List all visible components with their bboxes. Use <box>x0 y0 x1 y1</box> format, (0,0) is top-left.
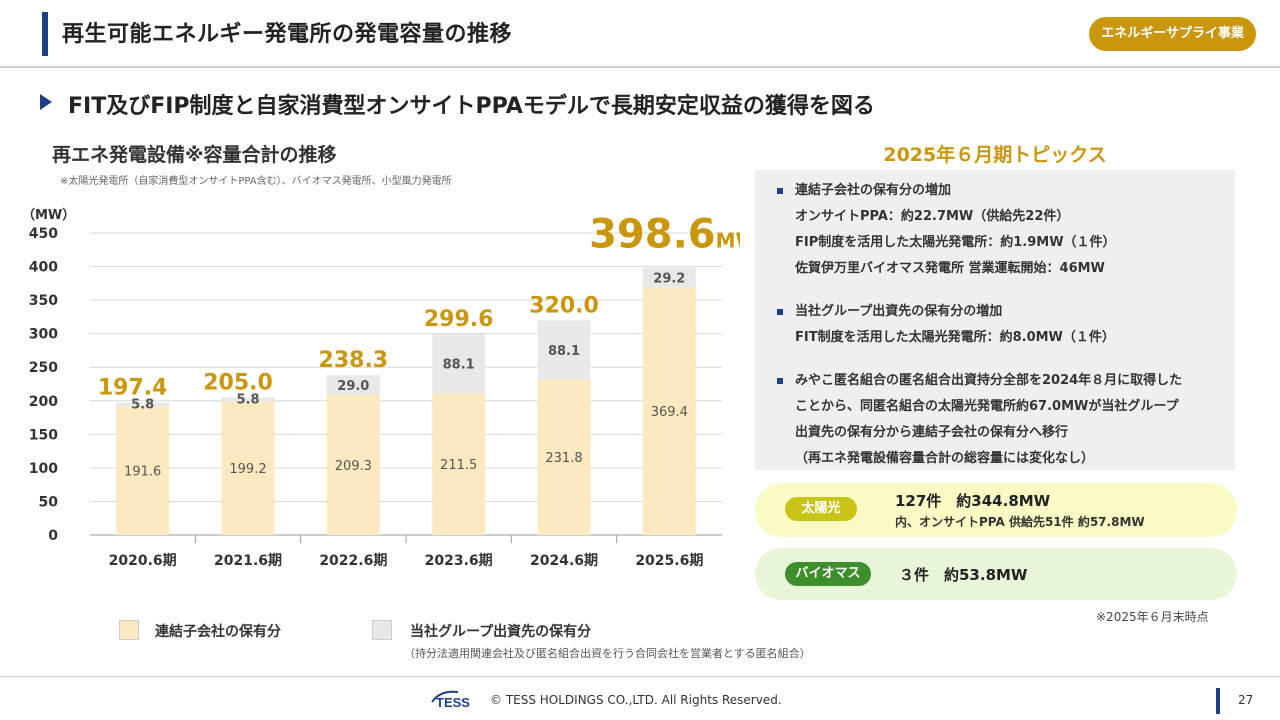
solar-total: 127件 約344.8MW <box>895 492 1051 510</box>
data-label: 29.0 <box>337 379 369 394</box>
bar-investee <box>642 267 696 288</box>
topic-item: 連結子会社の保有分の増加 オンサイトPPA：約22.7MW（供給先22件） FI… <box>769 178 1221 282</box>
page-number-accent <box>1216 688 1220 714</box>
segment-badge: エネルギーサプライ事業 <box>1089 17 1256 51</box>
solar-summary: 太陽光 127件 約344.8MW 内、オンサイトPPA 供給先51件 約57.… <box>755 483 1237 537</box>
page-number: 27 <box>1238 693 1254 707</box>
biomass-tag: バイオマス <box>785 562 871 586</box>
topics-title: 2025年６月期トピックス <box>883 144 1107 166</box>
chart-footnote: ※太陽光発電所（自家消費型オンサイトPPA含む）、バイオマス発電所、小型風力発電… <box>60 176 452 187</box>
x-tick-label: 2020.6期 <box>109 553 177 569</box>
data-label: 191.6 <box>124 465 161 480</box>
biomass-total: ３件 約53.8MW <box>899 566 1028 584</box>
triangle-right-icon <box>40 94 52 110</box>
x-tick-label: 2024.6期 <box>530 553 598 569</box>
y-tick-label: 250 <box>29 360 58 376</box>
data-label: 199.2 <box>229 462 266 477</box>
bar-subsidiary <box>537 379 591 535</box>
header-divider <box>0 66 1280 68</box>
data-label: 88.1 <box>548 344 580 359</box>
y-axis-unit: （MW） <box>22 207 75 223</box>
footer-divider <box>0 676 1280 677</box>
title-accent-bar <box>42 12 48 56</box>
x-tick-label: 2021.6期 <box>214 553 282 569</box>
bar-subsidiary <box>116 406 170 535</box>
total-label: 320.0 <box>529 293 599 318</box>
legend-swatch-subsidiary <box>119 620 139 640</box>
legend-label-investee: 当社グループ出資先の保有分 <box>410 624 592 640</box>
topic-line: みやこ匿名組合の匿名組合出資持分全部を2024年８月に取得した <box>795 373 1183 388</box>
square-bullet-icon <box>777 309 783 315</box>
x-tick-label: 2025.6期 <box>635 553 703 569</box>
solar-tag: 太陽光 <box>785 497 857 521</box>
bar-investee <box>537 320 591 380</box>
tess-logo: TESS <box>431 690 470 710</box>
legend-footnote: （持分法適用関連会社及び匿名組合出資を行う合同会社を営業者とする匿名組合） <box>404 647 811 660</box>
topic-line: 当社グループ出資先の保有分の増加 <box>795 304 1003 319</box>
topic-item: 当社グループ出資先の保有分の増加 FIT制度を活用した太陽光発電所：約8.0MW… <box>769 299 1221 351</box>
topic-line: ことから、同匿名組合の太陽光発電所約67.0MWが当社グループ <box>795 399 1179 414</box>
data-label: 5.8 <box>236 392 259 407</box>
data-label: 5.8 <box>131 398 154 413</box>
chart-title: 再エネ発電設備※容量合計の推移 <box>52 144 337 166</box>
topic-line: FIT制度を活用した太陽光発電所：約8.0MW（１件） <box>795 330 1115 345</box>
y-tick-label: 300 <box>29 327 58 343</box>
y-tick-label: 100 <box>29 461 58 477</box>
bar-subsidiary <box>326 394 380 535</box>
topic-line: 佐賀伊万里バイオマス発電所 営業運転開始：46MW <box>795 261 1105 276</box>
y-tick-label: 400 <box>29 260 58 276</box>
data-label: 369.4 <box>651 405 688 420</box>
x-tick-label: 2022.6期 <box>319 553 387 569</box>
data-label: 211.5 <box>440 458 477 473</box>
biomass-summary: バイオマス ３件 約53.8MW <box>755 548 1237 600</box>
topic-line: （再エネ発電設備容量合計の総容量には変化なし） <box>795 451 1095 466</box>
bar-investee <box>116 402 170 407</box>
data-label: 29.2 <box>653 271 685 286</box>
y-tick-label: 200 <box>29 394 58 410</box>
y-tick-label: 0 <box>48 528 58 544</box>
y-tick-label: 450 <box>29 226 58 242</box>
total-label: 299.6 <box>424 307 494 332</box>
topic-line: 連結子会社の保有分の増加 <box>795 183 952 198</box>
topic-line: オンサイトPPA：約22.7MW（供給先22件） <box>795 209 1070 224</box>
data-label: 88.1 <box>443 357 475 372</box>
solar-onsite-ppa: 内、オンサイトPPA 供給先51件 約57.8MW <box>895 515 1145 529</box>
total-label: 197.4 <box>98 376 168 401</box>
page-subtitle: FIT及びFIP制度と自家消費型オンサイトPPAモデルで長期安定収益の獲得を図る <box>68 94 875 119</box>
total-label: 398.6MW <box>589 211 740 257</box>
y-tick-label: 350 <box>29 293 58 309</box>
as-of-note: ※2025年６月末時点 <box>1096 610 1209 624</box>
bar-investee <box>432 333 486 394</box>
total-unit: MW <box>716 228 740 252</box>
bar-subsidiary <box>221 401 275 535</box>
total-label: 238.3 <box>319 348 389 373</box>
topic-line: FIP制度を活用した太陽光発電所：約1.9MW（１件） <box>795 235 1116 250</box>
data-label: 209.3 <box>335 459 372 474</box>
bar-subsidiary <box>642 287 696 535</box>
copyright: © TESS HOLDINGS CO.,LTD. All Rights Rese… <box>490 693 782 707</box>
bar-subsidiary <box>432 393 486 535</box>
data-label: 231.8 <box>545 451 582 466</box>
y-tick-label: 50 <box>39 494 59 510</box>
legend-swatch-investee <box>372 620 392 640</box>
square-bullet-icon <box>777 188 783 194</box>
legend-label-subsidiary: 連結子会社の保有分 <box>155 624 281 640</box>
x-tick-label: 2023.6期 <box>425 553 493 569</box>
bar-investee <box>326 375 380 395</box>
svg-text:TESS: TESS <box>436 695 470 710</box>
bar-investee <box>221 397 275 402</box>
y-tick-label: 150 <box>29 427 58 443</box>
capacity-bar-chart: （MW）050100150200250300350400450191.65.81… <box>22 207 740 569</box>
topic-line: 出資先の保有分から連結子会社の保有分へ移行 <box>795 425 1069 440</box>
square-bullet-icon <box>777 378 783 384</box>
total-label: 205.0 <box>203 370 273 395</box>
topics-panel: 連結子会社の保有分の増加 オンサイトPPA：約22.7MW（供給先22件） FI… <box>755 170 1235 470</box>
page-title: 再生可能エネルギー発電所の発電容量の推移 <box>62 22 513 47</box>
topic-item: みやこ匿名組合の匿名組合出資持分全部を2024年８月に取得した ことから、同匿名… <box>769 368 1221 472</box>
